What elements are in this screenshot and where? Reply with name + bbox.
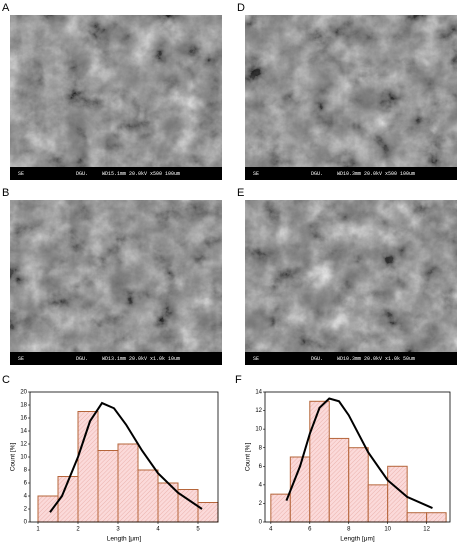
- y-tick-label: 8: [24, 468, 28, 474]
- info: WD15.1mm 20.0kV x500 100um: [102, 171, 180, 177]
- info-bar: [10, 352, 222, 365]
- y-tick-label: 4: [24, 494, 28, 500]
- plot-frame: [264, 391, 451, 523]
- y-tick-label: 0: [24, 520, 28, 526]
- lab: DGU.: [311, 356, 323, 362]
- y-tick-label: 18: [20, 403, 27, 409]
- x-tick-label: 5: [196, 527, 200, 533]
- panel-label: F: [235, 374, 242, 386]
- bar: [367, 484, 389, 523]
- panel-label: D: [237, 2, 245, 14]
- bar: [426, 512, 447, 523]
- detector: SE: [18, 171, 24, 177]
- x-tick-label: 2: [76, 527, 80, 533]
- bar: [37, 495, 59, 523]
- y-tick-label: 4: [259, 482, 263, 488]
- bar: [309, 400, 330, 523]
- sem-texture: [245, 15, 457, 167]
- bar: [97, 450, 119, 523]
- x-axis-label: Length [μm]: [340, 536, 375, 543]
- info-bar: [10, 167, 222, 180]
- y-tick-label: 6: [259, 464, 263, 470]
- y-tick-label: 10: [20, 455, 27, 461]
- bar: [197, 502, 219, 523]
- bar: [137, 469, 159, 523]
- lab: DGU.: [76, 171, 88, 177]
- detector: SE: [253, 171, 259, 177]
- y-tick-label: 14: [255, 390, 262, 396]
- sem-texture: [10, 15, 222, 167]
- info-bar: [245, 167, 457, 180]
- detector: SE: [18, 356, 24, 362]
- x-tick-label: 8: [347, 527, 351, 533]
- lab: DGU.: [76, 356, 88, 362]
- y-axis-label: Count [%]: [10, 443, 17, 472]
- bar: [406, 512, 428, 523]
- bar: [348, 447, 369, 523]
- x-tick-label: 3: [116, 527, 120, 533]
- y-tick-label: 8: [259, 445, 263, 451]
- fit-curve: [285, 397, 433, 509]
- x-axis-label: Length [μm]: [107, 536, 142, 543]
- x-tick-label: 4: [156, 527, 160, 533]
- info-bar: [245, 352, 457, 365]
- bar: [117, 443, 139, 523]
- y-tick-label: 12: [20, 442, 27, 448]
- lab: DGU.: [311, 171, 323, 177]
- detector: SE: [253, 356, 259, 362]
- y-tick-label: 2: [259, 501, 263, 507]
- y-tick-label: 6: [24, 481, 28, 487]
- y-tick-label: 16: [20, 416, 27, 422]
- y-axis-label: Count [%]: [245, 443, 252, 472]
- x-tick-label: 12: [423, 527, 430, 533]
- y-tick-label: 12: [255, 408, 262, 414]
- x-tick-label: 6: [308, 527, 312, 533]
- x-tick-label: 4: [269, 527, 273, 533]
- panel-label: A: [2, 2, 10, 14]
- info: WD13.1mm 20.0kV x1.0k 10um: [102, 356, 180, 362]
- x-tick-label: 1: [36, 527, 40, 533]
- x-tick-label: 10: [384, 527, 391, 533]
- panel-label: E: [237, 187, 244, 199]
- sem-texture: [245, 200, 457, 352]
- panel-label: B: [2, 187, 9, 199]
- sem-texture: [10, 200, 222, 352]
- bar: [328, 437, 350, 523]
- info: WD10.3mm 20.0kV x1.0k 50um: [337, 356, 415, 362]
- panel-label: C: [2, 374, 10, 386]
- y-tick-label: 0: [259, 520, 263, 526]
- y-tick-label: 14: [20, 429, 27, 435]
- y-tick-label: 10: [255, 427, 262, 433]
- y-tick-label: 20: [20, 390, 27, 396]
- info: WD10.3mm 20.0kV x500 100um: [337, 171, 415, 177]
- y-tick-label: 2: [24, 507, 28, 513]
- fit-curve: [49, 401, 203, 513]
